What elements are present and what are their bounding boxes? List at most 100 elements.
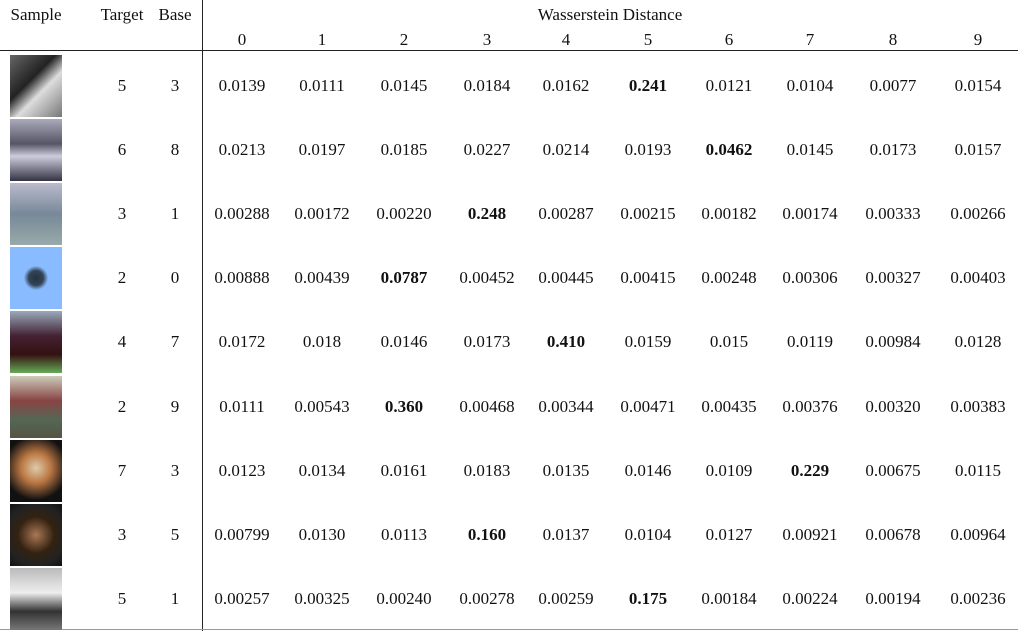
distance: 0.0185 [380,140,428,160]
base: 3 [170,460,180,480]
distance: 0.0113 [380,524,428,544]
sample-image [10,119,62,182]
distance: 0.0162 [542,76,590,95]
distance: 0.0214 [542,140,590,160]
distance: 0.00921 [782,524,838,544]
distance: 0.00333 [865,204,921,224]
distance: 0.0115 [954,460,1002,480]
target: 5 [117,76,127,95]
distance: 0.0128 [954,332,1002,352]
distance: 0.00799 [214,524,270,544]
header-base: Base [158,5,192,24]
target: 3 [117,204,127,224]
distance: 0.0173 [463,332,511,352]
sample-image [10,439,62,502]
distance: 0.0213 [218,140,266,160]
sample-image [10,567,62,630]
distance: 0.00888 [214,268,270,288]
distance: 0.00172 [294,204,350,224]
distance: 0.0077 [869,76,917,95]
distance: 0.00266 [950,204,1006,224]
distance: 0.0139 [218,76,266,95]
distance: 0.00471 [620,396,676,416]
column-header: 3 [482,30,492,49]
column-header: 6 [724,30,734,49]
base: 1 [170,588,180,608]
header-group: Wasserstein Distance [537,5,683,24]
sample-image [10,311,62,374]
distance: 0.241 [628,76,668,95]
distance: 0.0137 [542,524,590,544]
base: 7 [170,332,180,352]
distance: 0.0183 [463,460,511,480]
sample-image [10,55,62,117]
distance: 0.0462 [705,140,753,160]
column-header: 1 [317,30,327,49]
distance: 0.00174 [782,204,838,224]
distance: 0.248 [467,204,507,224]
column-header: 5 [643,30,653,49]
distance: 0.00376 [782,396,838,416]
distance: 0.018 [302,332,342,352]
distance: 0.0121 [705,76,753,95]
distance: 0.00215 [620,204,676,224]
target: 2 [117,268,127,288]
base: 5 [170,524,180,544]
distance: 0.0154 [954,76,1002,95]
distance: 0.0111 [219,396,265,416]
distance: 0.00452 [459,268,515,288]
distance: 0.00306 [782,268,838,288]
distance: 0.00435 [701,396,757,416]
distance: 0.00403 [950,268,1006,288]
target: 5 [117,588,127,608]
distance: 0.0184 [463,76,511,95]
distance: 0.0123 [218,460,266,480]
column-header: 4 [561,30,571,49]
distance: 0.00224 [782,588,838,608]
distance: 0.0134 [298,460,346,480]
distance: 0.410 [546,332,586,352]
distance: 0.00543 [294,396,350,416]
distance: 0.00678 [865,524,921,544]
distance: 0.00220 [376,204,432,224]
distance: 0.0109 [705,460,753,480]
distance: 0.00184 [701,588,757,608]
distance: 0.00257 [214,588,270,608]
column-header: 0 [237,30,247,49]
distance: 0.00194 [865,588,921,608]
header-sample: Sample [10,5,62,24]
distance: 0.0157 [954,140,1002,160]
column-header: 7 [805,30,815,49]
distance: 0.00287 [538,204,594,224]
distance: 0.0146 [624,460,672,480]
distance: 0.00383 [950,396,1006,416]
sample-image [10,247,62,310]
target: 2 [117,396,127,416]
distance: 0.0104 [624,524,672,544]
distance: 0.175 [628,588,668,608]
distance: 0.00964 [950,524,1006,544]
sample-image [10,183,62,246]
distance: 0.0127 [705,524,753,544]
distance: 0.015 [709,332,749,352]
distance: 0.0159 [624,332,672,352]
distance: 0.0111 [299,76,345,95]
distance: 0.0227 [463,140,511,160]
distance: 0.0197 [298,140,346,160]
bottom-rule [0,629,1018,630]
distance: 0.360 [384,396,424,416]
distance: 0.00468 [459,396,515,416]
base: 8 [170,140,180,160]
distance: 0.00445 [538,268,594,288]
column-header: 9 [973,30,983,49]
distance: 0.0145 [786,140,834,160]
distance: 0.00248 [701,268,757,288]
distance: 0.0161 [380,460,428,480]
distance: 0.0146 [380,332,428,352]
distance: 0.00439 [294,268,350,288]
distance: 0.00278 [459,588,515,608]
distance: 0.0119 [786,332,834,352]
base: 0 [170,268,180,288]
distance: 0.0135 [542,460,590,480]
